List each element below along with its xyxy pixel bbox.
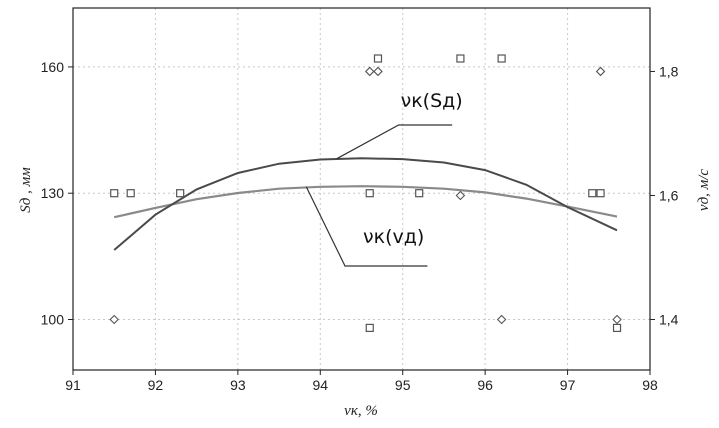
annotation-nu-k-s-d: νк(Sд)	[401, 90, 463, 112]
diamond-marker	[595, 66, 606, 77]
diamond-marker	[373, 66, 383, 77]
curve-nu-k-v-d	[113, 185, 618, 219]
x-axis-ticks: 91 92 93 94 95 96 97 98	[65, 370, 658, 393]
square-marker	[612, 323, 622, 333]
plot-frame	[72, 7, 651, 371]
square-marker	[415, 189, 424, 198]
square-marker	[365, 189, 374, 198]
curve-nu-k-s-d	[113, 157, 618, 251]
curve-annotations: νк(Sд) νк(vд)	[305, 90, 463, 267]
fitted-curves	[113, 157, 618, 251]
square-marker	[126, 189, 135, 198]
y-left-tick-label: 160	[41, 59, 65, 75]
diamond-marker	[455, 190, 466, 201]
leader-nu-k-s-d	[336, 124, 453, 160]
x-tick-label: 95	[395, 377, 411, 393]
diamond-marker	[364, 66, 375, 77]
x-tick-label: 98	[642, 377, 658, 393]
annotation-nu-k-v-d: νк(vд)	[363, 226, 424, 248]
square-marker	[176, 189, 185, 198]
square-marker	[373, 54, 383, 63]
square-marker	[497, 54, 506, 63]
y-left-axis-title: Sд , мм	[18, 167, 34, 213]
leader-nu-k-v-d	[305, 186, 428, 267]
grid-lines	[73, 8, 650, 370]
square-marker	[365, 323, 374, 333]
x-tick-label: 91	[65, 377, 81, 393]
diamond-marker	[496, 314, 507, 325]
y-right-axis-title: vд, м/с	[696, 169, 712, 211]
y-right-tick-label: 1,4	[659, 312, 679, 328]
square-marker	[110, 189, 119, 198]
diamond-marker	[109, 314, 119, 325]
data-markers	[109, 54, 622, 333]
x-tick-label: 94	[312, 377, 328, 393]
y-left-axis-ticks: 100 130 160	[41, 59, 73, 327]
square-marker	[456, 54, 465, 63]
y-right-tick-label: 1,6	[659, 187, 679, 203]
x-axis-title: νк, %	[344, 403, 378, 419]
x-tick-label: 93	[230, 377, 246, 393]
y-right-tick-label: 1,8	[659, 63, 679, 79]
square-marker	[588, 189, 597, 198]
y-left-tick-label: 100	[41, 311, 65, 327]
x-tick-label: 92	[148, 377, 164, 393]
y-left-tick-label: 130	[41, 185, 65, 201]
diamond-marker	[612, 314, 622, 325]
y-right-axis-ticks: 1,4 1,6 1,8	[650, 63, 679, 328]
x-tick-label: 97	[560, 377, 576, 393]
x-tick-label: 96	[477, 377, 493, 393]
square-marker	[596, 189, 605, 198]
